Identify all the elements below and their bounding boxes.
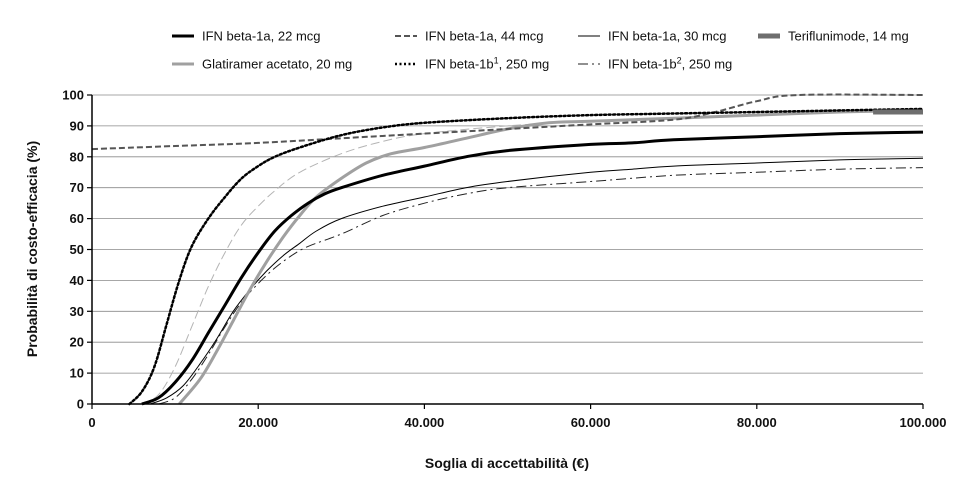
y-tick-labels: 0 10 20 30 40 50 60 70 80 90 100: [62, 88, 84, 412]
y-axis-title: Probabilità di costo-efficacia (%): [24, 141, 40, 357]
legend-item-ifn-30: IFN beta-1a, 30 mcg: [578, 29, 727, 44]
y-tick-label-10: 10: [70, 366, 84, 381]
x-tick-label-0: 0: [88, 415, 95, 430]
series-curves: [91, 93, 925, 406]
legend-item-teri-14: Teriflunimode, 14 mg: [758, 29, 909, 44]
series-line-ifn-30: [150, 157, 924, 405]
legend-label-ifn-30: IFN beta-1a, 30 mcg: [608, 29, 727, 44]
series-line-glat-20: [178, 108, 924, 405]
y-tick-label-80: 80: [70, 149, 84, 164]
series-line-ifn-1b-1: [128, 107, 925, 406]
y-tick-label-0: 0: [77, 397, 84, 412]
legend-item-glat-20: Glatiramer acetato, 20 mg: [172, 57, 352, 72]
x-tick-label-100000: 100.000: [900, 415, 947, 430]
y-tick-label-20: 20: [70, 335, 84, 350]
x-tick-label-40000: 40.000: [405, 415, 445, 430]
legend-item-ifn-22: IFN beta-1a, 22 mcg: [172, 29, 321, 44]
x-tick-label-80000: 80.000: [737, 415, 777, 430]
series-line-ifn-22: [141, 130, 924, 406]
x-tick-labels: 0 20.000 40.000 60.000 80.000 100.000: [88, 415, 946, 430]
series-line-ifn-1b-2: [158, 167, 924, 405]
y-tick-label-90: 90: [70, 118, 84, 133]
axes: [87, 94, 924, 409]
grid-lines: [92, 94, 923, 374]
legend-label-ifn-22: IFN beta-1a, 22 mcg: [202, 29, 321, 44]
legend-label-glat-20: Glatiramer acetato, 20 mg: [202, 57, 352, 72]
legend: IFN beta-1a, 22 mcg IFN beta-1a, 44 mcg IF…: [172, 29, 909, 72]
legend-label-ifn-44: IFN beta-1a, 44 mcg: [425, 29, 544, 44]
legend-item-ifn-1b-1: IFN beta-1b1, 250 mg: [395, 56, 549, 72]
y-tick-label-70: 70: [70, 180, 84, 195]
series-line-light-dash: [141, 109, 924, 405]
legend-label-teri-14: Teriflunimode, 14 mg: [788, 29, 909, 44]
x-tick-label-60000: 60.000: [571, 415, 611, 430]
x-tick-label-20000: 20.000: [238, 415, 278, 430]
y-tick-label-60: 60: [70, 211, 84, 226]
y-tick-label-100: 100: [62, 88, 84, 103]
legend-label-ifn-1b-2: IFN beta-1b2, 250 mg: [608, 56, 732, 72]
y-tick-label-30: 30: [70, 304, 84, 319]
legend-item-ifn-44: IFN beta-1a, 44 mcg: [395, 29, 544, 44]
series-line-ifn-44: [91, 93, 924, 151]
legend-item-ifn-1b-2: IFN beta-1b2, 250 mg: [578, 56, 732, 72]
legend-label-ifn-1b-1: IFN beta-1b1, 250 mg: [425, 56, 549, 72]
y-tick-label-50: 50: [70, 242, 84, 257]
x-axis-title: Soglia di accettabilità (€): [425, 455, 589, 471]
y-tick-label-40: 40: [70, 273, 84, 288]
